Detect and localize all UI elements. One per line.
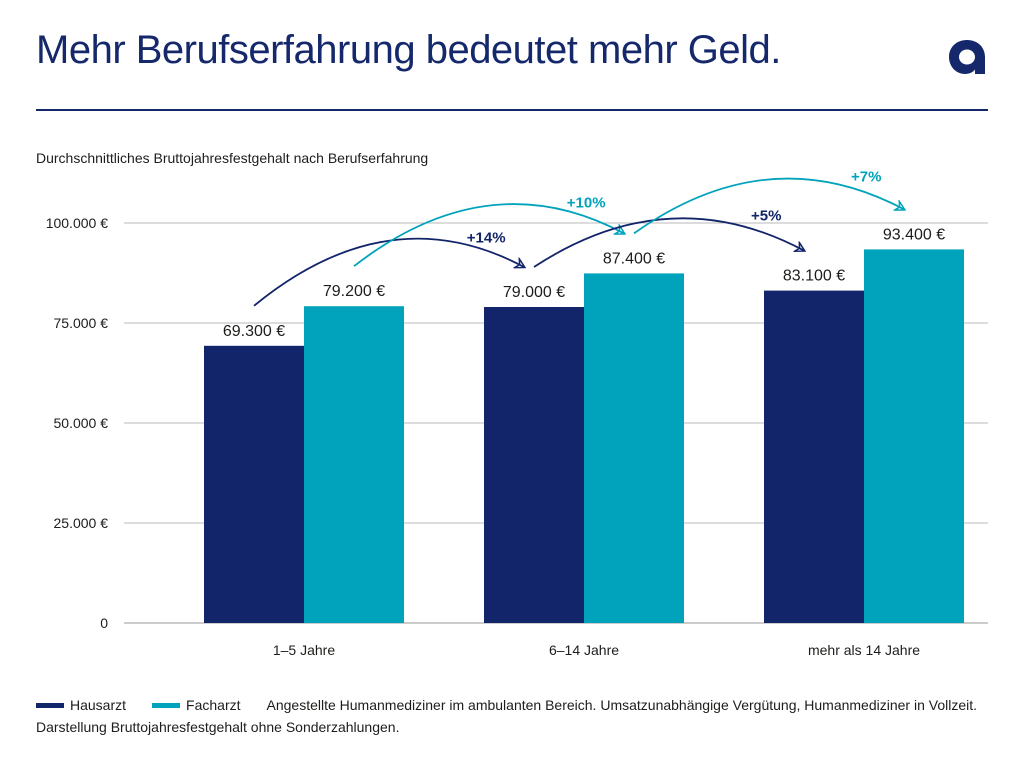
growth-label: +14% [467, 230, 506, 247]
x-tick-label: 6–14 Jahre [549, 642, 619, 658]
bar-hausarzt [484, 307, 584, 623]
legend-item-facharzt: Facharzt [152, 694, 241, 716]
footnote-text: Angestellte Humanmediziner im ambulanten… [36, 697, 977, 735]
page-title: Mehr Berufserfahrung bedeutet mehr Geld. [36, 28, 781, 72]
legend-item-hausarzt: Hausarzt [36, 694, 126, 716]
y-tick-label: 0 [100, 615, 108, 631]
y-tick-label: 25.000 € [54, 515, 109, 531]
growth-arrow [633, 177, 904, 235]
growth-arrow [353, 203, 624, 267]
data-label: 83.100 € [783, 268, 845, 285]
y-tick-label: 75.000 € [54, 315, 109, 331]
growth-label: +10% [567, 195, 606, 212]
y-tick-label: 100.000 € [46, 215, 108, 231]
footnote: Hausarzt Facharzt Angestellte Humanmediz… [36, 694, 996, 738]
data-label: 79.200 € [323, 283, 385, 300]
growth-label: +7% [851, 168, 881, 185]
data-label: 79.000 € [503, 284, 565, 301]
growth-arrow [253, 237, 524, 307]
y-tick-label: 50.000 € [54, 415, 109, 431]
data-label: 69.300 € [223, 323, 285, 340]
legend-label-facharzt: Facharzt [186, 697, 241, 713]
growth-label: +5% [751, 208, 781, 225]
legend-swatch-hausarzt [36, 702, 64, 708]
x-tick-label: mehr als 14 Jahre [808, 642, 920, 658]
title-divider [36, 109, 988, 111]
bar-facharzt [864, 249, 964, 623]
legend-label-hausarzt: Hausarzt [70, 697, 127, 713]
bar-hausarzt [764, 290, 864, 623]
a-logo-icon [949, 40, 985, 74]
data-label: 87.400 € [603, 250, 665, 267]
legend-swatch-facharzt [152, 702, 181, 708]
bar-facharzt [584, 273, 684, 623]
growth-arrow [533, 217, 804, 268]
bar-hausarzt [204, 345, 304, 623]
x-tick-label: 1–5 Jahre [273, 642, 335, 658]
bar-facharzt [304, 306, 404, 623]
chart-subtitle: Durchschnittliches Bruttojahresfestgehal… [36, 150, 429, 166]
data-label: 93.400 € [883, 226, 945, 243]
